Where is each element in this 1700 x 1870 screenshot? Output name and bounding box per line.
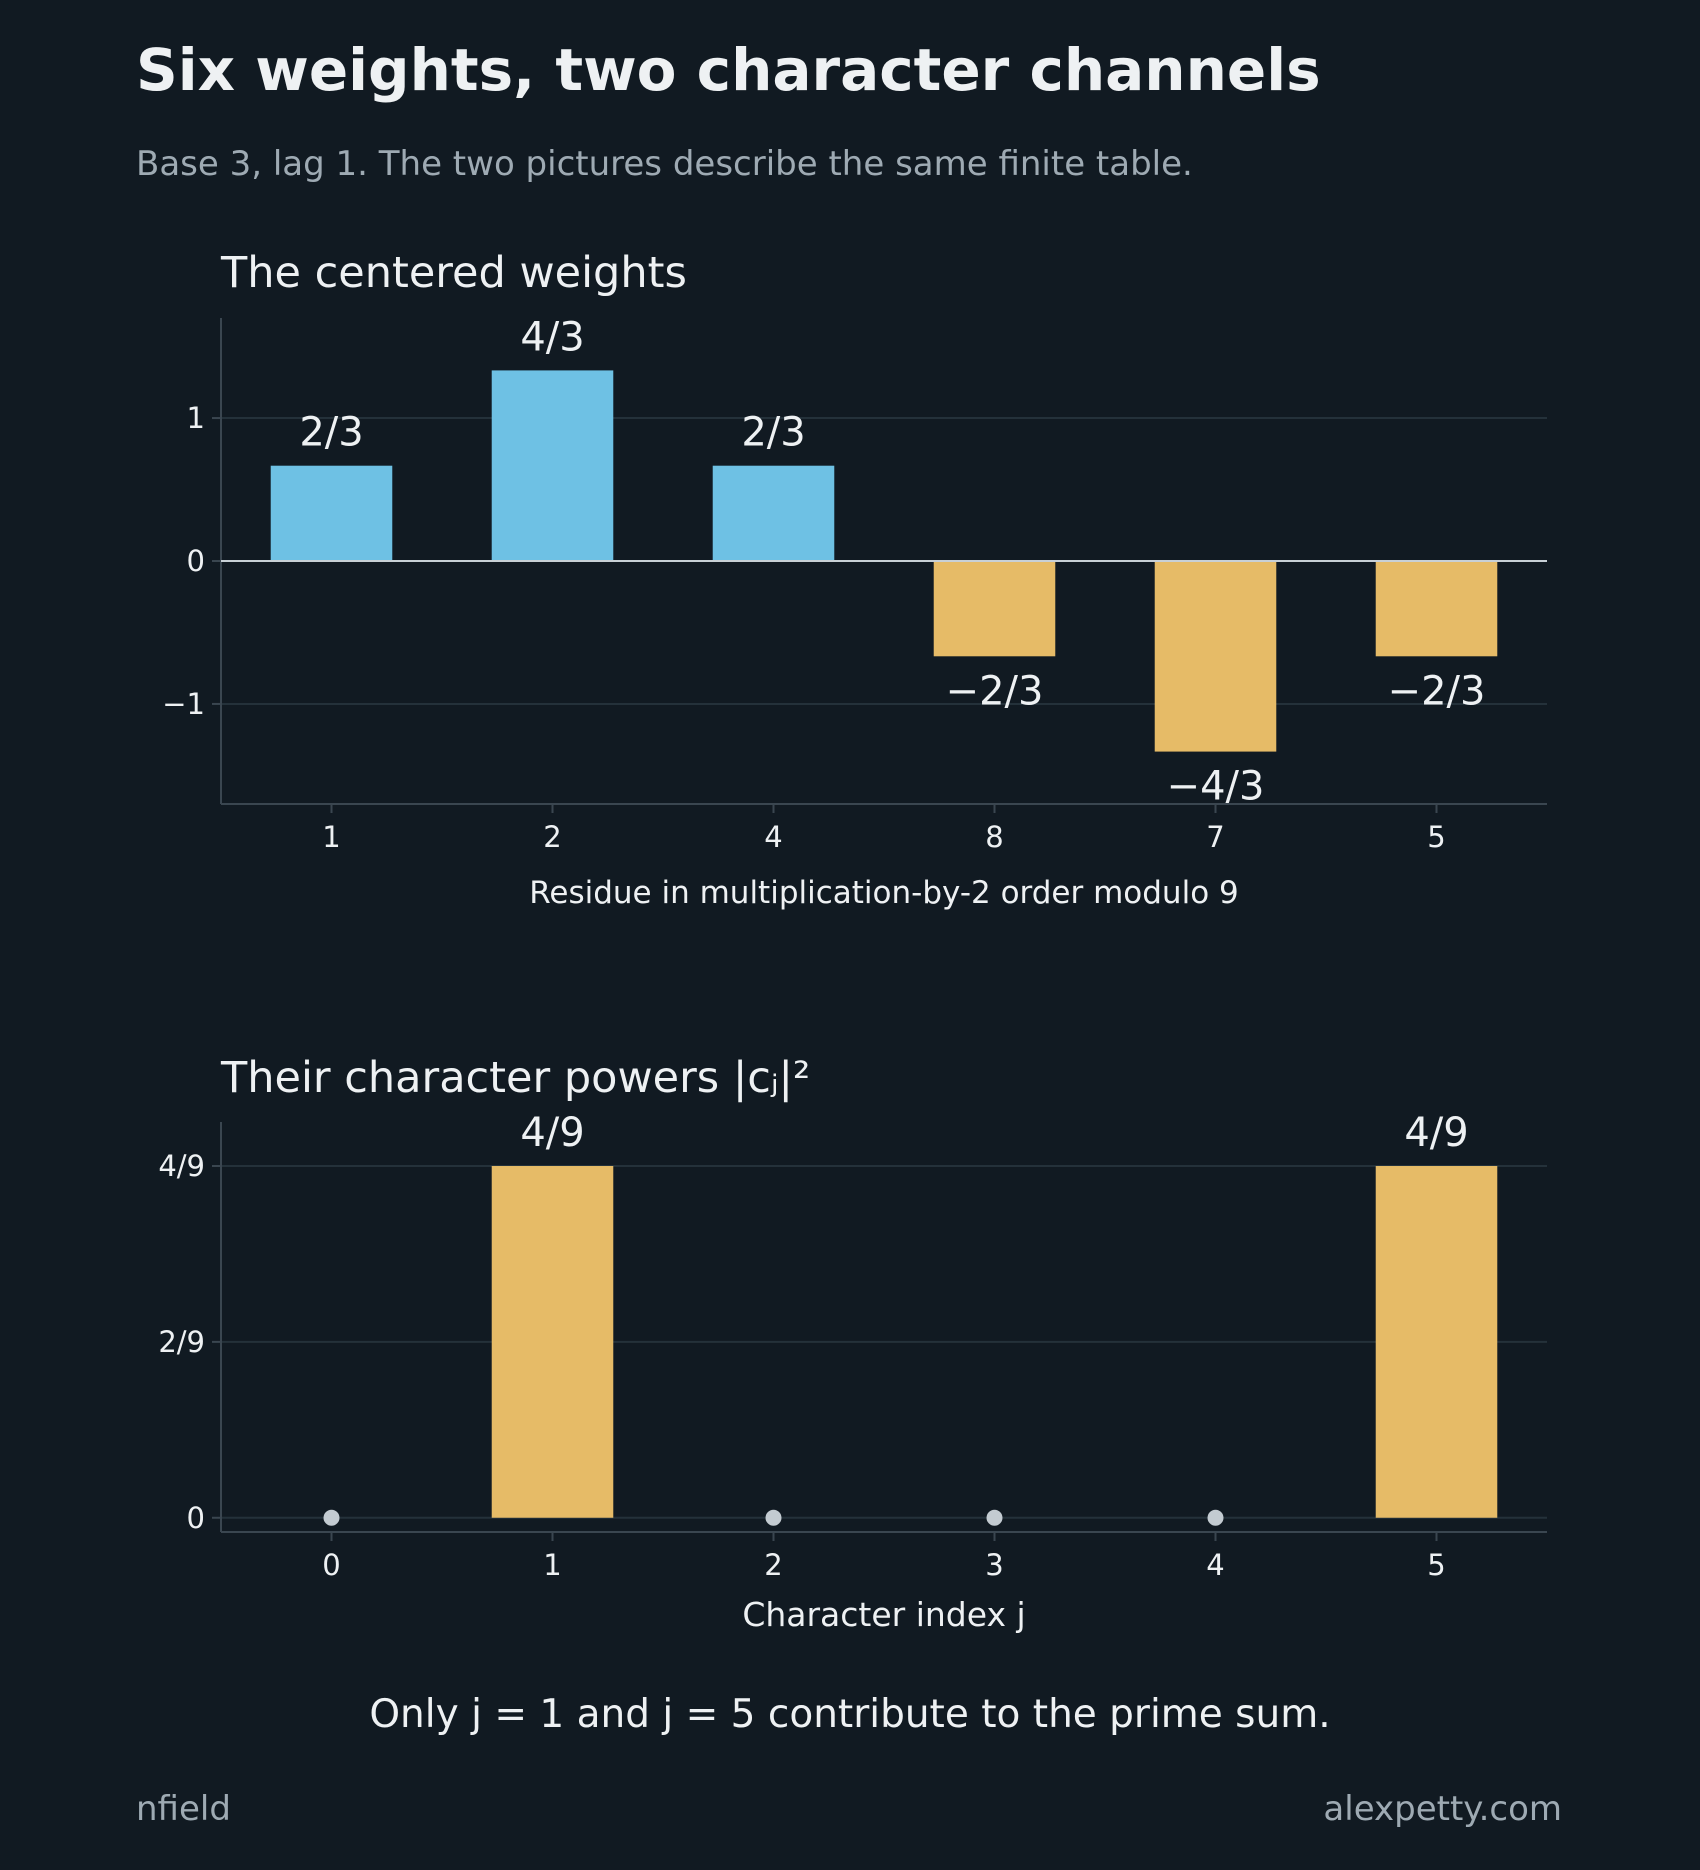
character-powers-chart: 4/9 2/9 0 4/9 4/9 0 1 2 3 4 5 Character index j — [158, 1110, 1547, 1634]
x-axis-label: Residue in multiplication-by-2 order mod… — [529, 875, 1239, 911]
bar — [1375, 1166, 1498, 1518]
y-tick-label: 0 — [187, 544, 205, 578]
x-tick-label: 4 — [1206, 1548, 1224, 1582]
value-label: 2/3 — [741, 410, 805, 456]
bar — [270, 465, 393, 561]
y-tick-label: 1 — [187, 401, 205, 435]
footer-left: nfield — [136, 1789, 231, 1829]
page-subtitle: Base 3, lag 1. The two pictures describe… — [136, 144, 1193, 184]
bar — [933, 561, 1056, 657]
bar — [491, 370, 614, 561]
value-label: 4/9 — [1404, 1110, 1468, 1156]
x-tick-label: 5 — [1427, 820, 1445, 854]
x-axis-label: Character index j — [742, 1595, 1025, 1634]
bar — [491, 1166, 614, 1518]
value-label: −2/3 — [946, 668, 1044, 714]
y-tick-label: 0 — [187, 1501, 205, 1535]
x-tick-label: 3 — [985, 1548, 1003, 1582]
x-tick-label: 8 — [985, 820, 1003, 854]
value-label: 2/3 — [299, 410, 363, 456]
conclusion-note: Only j = 1 and j = 5 contribute to the p… — [369, 1692, 1331, 1737]
x-tick-label: 0 — [322, 1548, 340, 1582]
bar — [712, 465, 835, 561]
x-tick-label: 1 — [322, 820, 340, 854]
x-tick-label: 5 — [1427, 1548, 1445, 1582]
x-tick-label: 2 — [764, 1548, 782, 1582]
x-tick-label: 4 — [764, 820, 782, 854]
value-label: 4/9 — [520, 1110, 584, 1156]
x-tick-label: 2 — [543, 820, 561, 854]
zero-marker — [765, 1509, 782, 1526]
footer-right: alexpetty.com — [1323, 1789, 1562, 1829]
zero-marker — [986, 1509, 1003, 1526]
value-label: 4/3 — [520, 314, 584, 360]
chart1-title: The centered weights — [221, 248, 687, 298]
bar — [1154, 561, 1277, 752]
bar — [1375, 561, 1498, 657]
x-tick-label: 7 — [1206, 820, 1224, 854]
y-tick-label: 4/9 — [158, 1149, 205, 1183]
zero-marker — [323, 1509, 340, 1526]
page-title: Six weights, two character channels — [136, 36, 1321, 104]
value-label: −2/3 — [1388, 668, 1486, 714]
zero-marker — [1207, 1509, 1224, 1526]
value-label: −4/3 — [1167, 764, 1265, 810]
chart2-title: Their character powers |cⱼ|² — [221, 1053, 811, 1103]
y-tick-label: −1 — [162, 687, 205, 721]
y-tick-label: 2/9 — [158, 1325, 205, 1359]
centered-weights-chart: 1 0 −1 2/3 4/3 2/3 −2/3 −4/3 −2/3 1 2 4 8 7 5 Residue i… — [162, 314, 1547, 911]
x-tick-label: 1 — [543, 1548, 561, 1582]
